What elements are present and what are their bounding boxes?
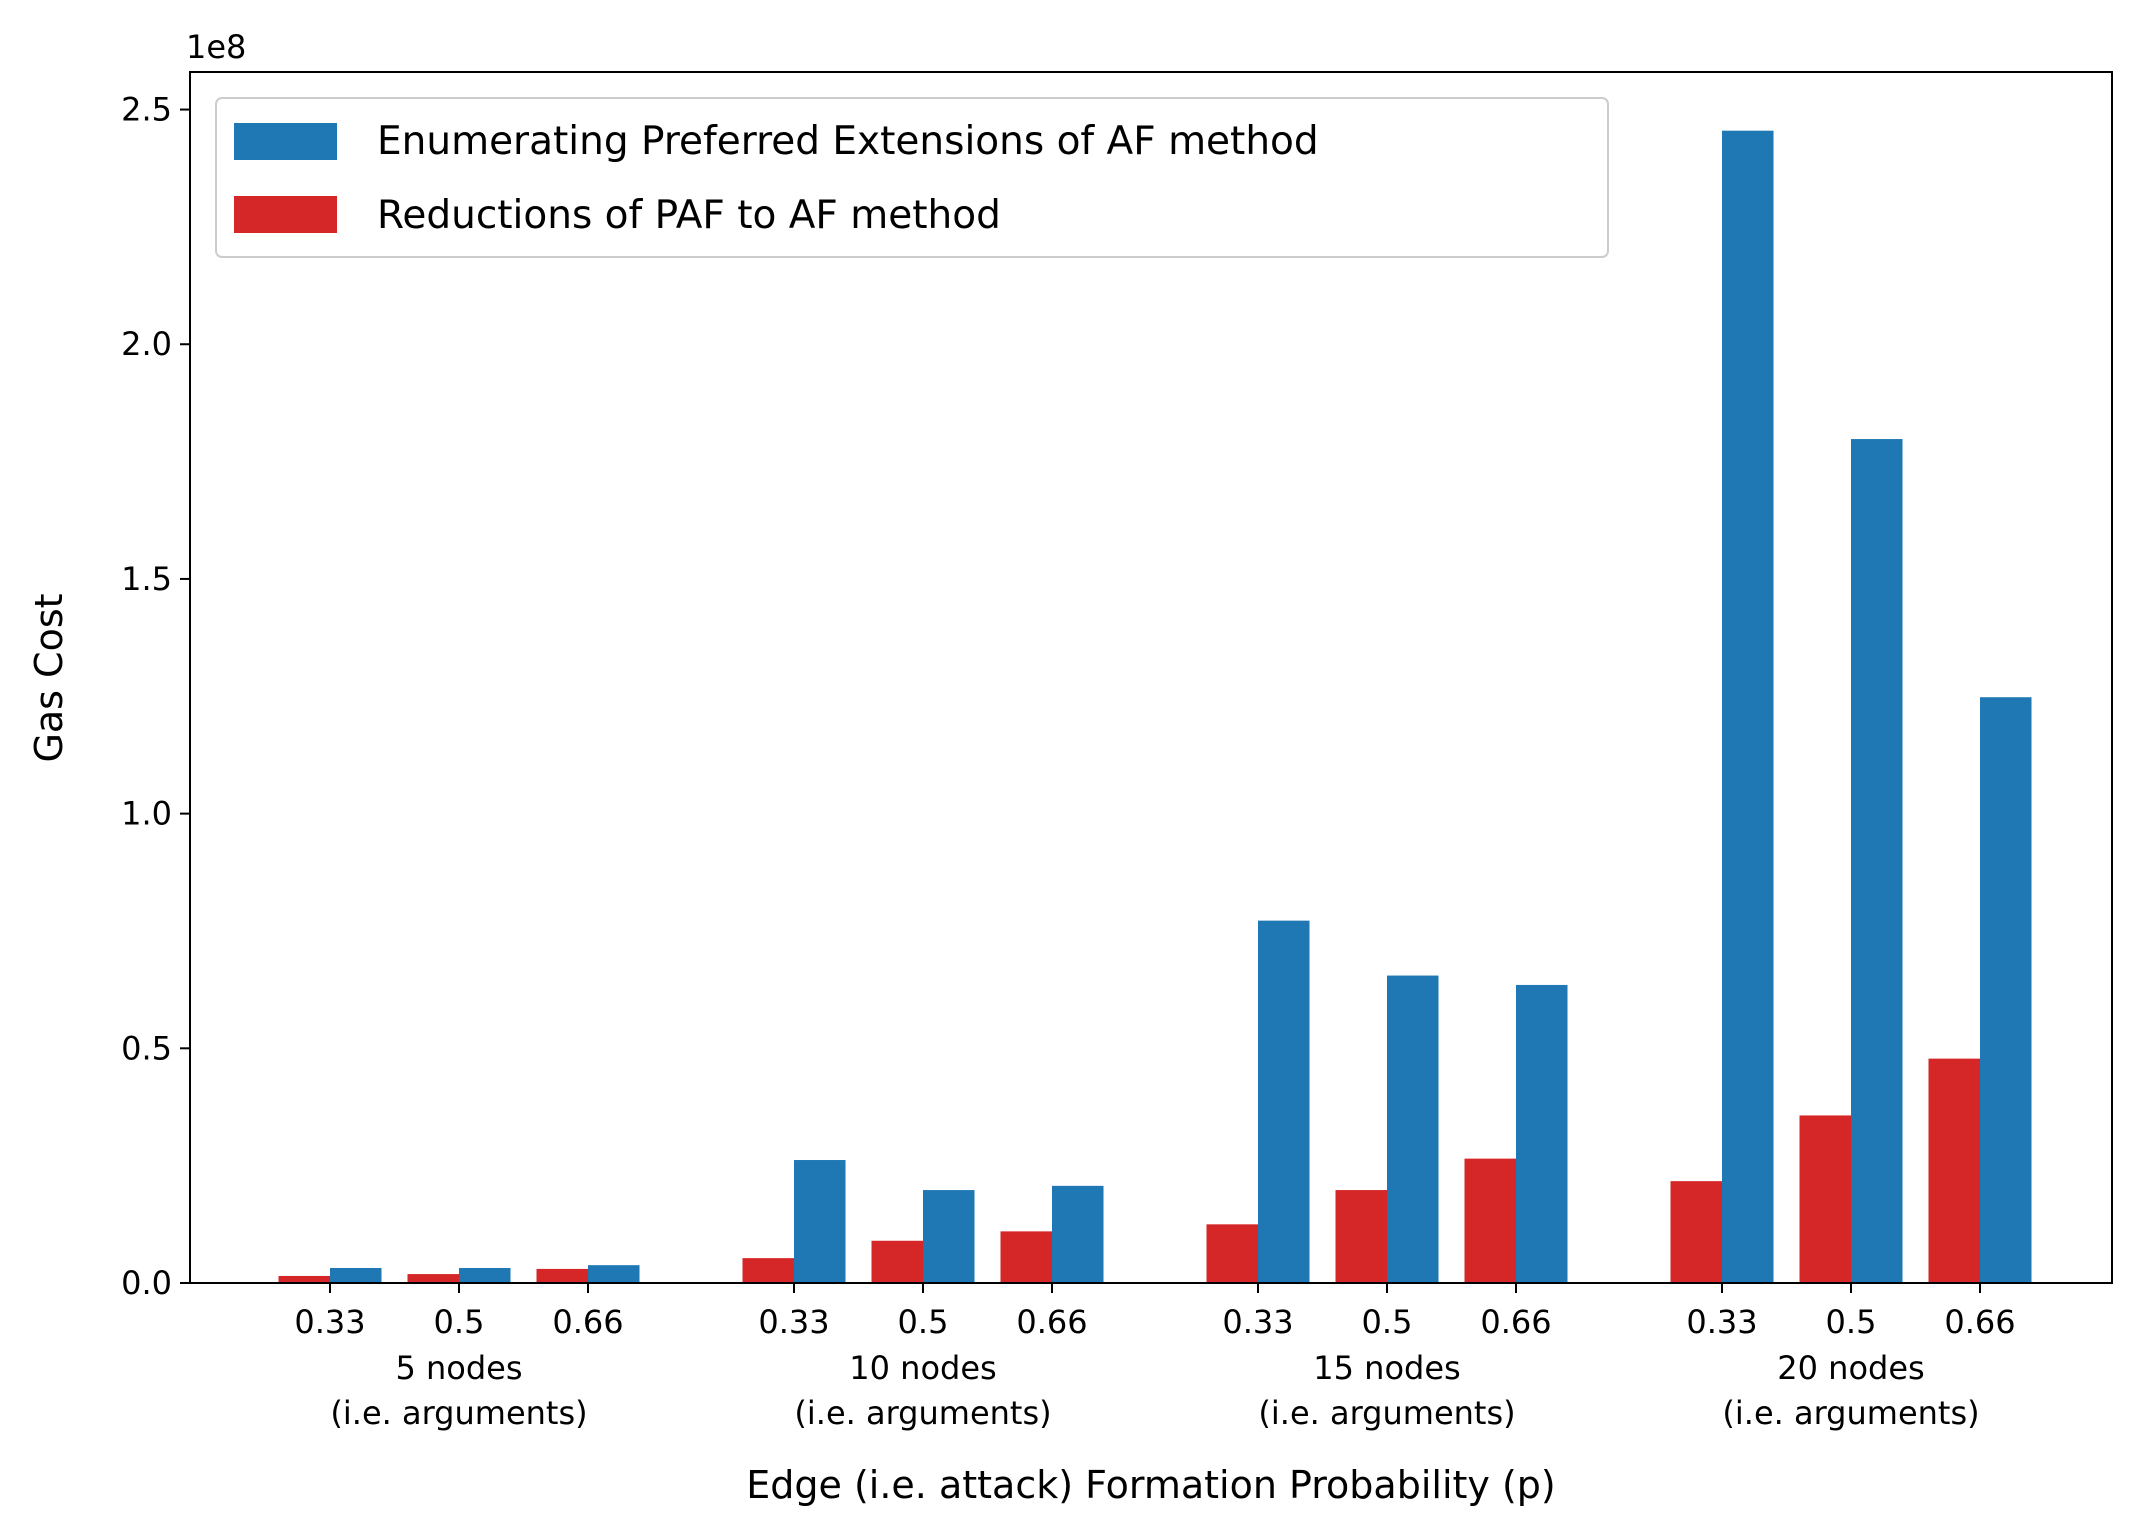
group-label-arguments: (i.e. arguments) [330,1394,587,1432]
y-offset-label: 1e8 [186,28,246,66]
x-tick-label: 0.66 [552,1303,623,1341]
x-axis: 0.33 0.5 0.66 0.33 0.5 0.66 0.33 0.5 0.66 0.33 0.5… [294,1283,2016,1432]
legend-swatch-reductions [234,196,337,233]
x-tick-label: 0.5 [898,1303,949,1341]
bar-reductions [871,1240,923,1283]
x-axis-title: Edge (i.e. attack) Formation Probability… [746,1463,1556,1507]
bar-enumerating [459,1267,511,1283]
bar-reductions [1000,1231,1052,1283]
x-tick-label: 0.33 [294,1303,365,1341]
bar-reductions [1206,1224,1258,1283]
legend-swatch-enumerating [234,123,337,160]
x-tick-label: 0.33 [758,1303,829,1341]
bar-enumerating [1516,984,1568,1283]
legend: Enumerating Preferred Extensions of AF m… [215,97,1609,258]
bar-enumerating [1387,975,1439,1283]
plot-frame [189,71,2113,1284]
bar-reductions [1464,1158,1516,1283]
group-label-arguments: (i.e. arguments) [794,1394,1051,1432]
bar-reductions [1670,1181,1722,1283]
bar-enumerating [1052,1185,1104,1283]
bar-reductions [742,1258,794,1283]
x-tick-label: 0.5 [434,1303,485,1341]
bar-reductions [1928,1058,1980,1283]
y-axis-title: Gas Cost [27,593,71,762]
bar-reductions [1335,1190,1387,1283]
bar-enumerating [1722,130,1774,1283]
bar-enumerating [1258,920,1310,1283]
bar-enumerating [1851,439,1903,1283]
y-tick-label: 0.0 [121,1264,172,1302]
x-tick-label: 0.66 [1480,1303,1551,1341]
legend-label-reductions: Reductions of PAF to AF method [377,193,1001,238]
bar-enumerating [588,1265,640,1283]
x-tick-label: 0.33 [1222,1303,1293,1341]
y-tick-label: 1.5 [121,560,172,598]
y-tick-label: 0.5 [121,1029,172,1067]
y-axis: 0.0 0.5 1.0 1.5 2.0 2.5 [121,91,190,1302]
x-tick-label: 0.33 [1686,1303,1757,1341]
group-label-arguments: (i.e. arguments) [1722,1394,1979,1432]
group-label-arguments: (i.e. arguments) [1258,1394,1515,1432]
bar-enumerating [794,1160,846,1283]
bars-layer [278,130,2032,1283]
legend-label-enumerating: Enumerating Preferred Extensions of AF m… [377,119,1319,164]
group-label-nodes: 10 nodes [849,1349,996,1387]
bar-enumerating [923,1190,975,1283]
y-tick-label: 1.0 [121,795,172,833]
group-label-nodes: 20 nodes [1777,1349,1924,1387]
x-tick-label: 0.5 [1826,1303,1877,1341]
bar-enumerating [1980,697,2032,1283]
bar-reductions [536,1268,588,1283]
bar-reductions [1799,1115,1851,1283]
group-label-nodes: 5 nodes [395,1349,522,1387]
bar-reductions [407,1274,459,1283]
legend-box [215,97,1609,258]
y-tick-label: 2.5 [121,91,172,129]
x-tick-label: 0.66 [1944,1303,2015,1341]
y-tick-label: 2.0 [121,325,172,363]
x-tick-label: 0.5 [1362,1303,1413,1341]
group-label-nodes: 15 nodes [1313,1349,1460,1387]
bar-enumerating [330,1267,382,1283]
x-tick-label: 0.66 [1016,1303,1087,1341]
bar-reductions [278,1275,330,1283]
